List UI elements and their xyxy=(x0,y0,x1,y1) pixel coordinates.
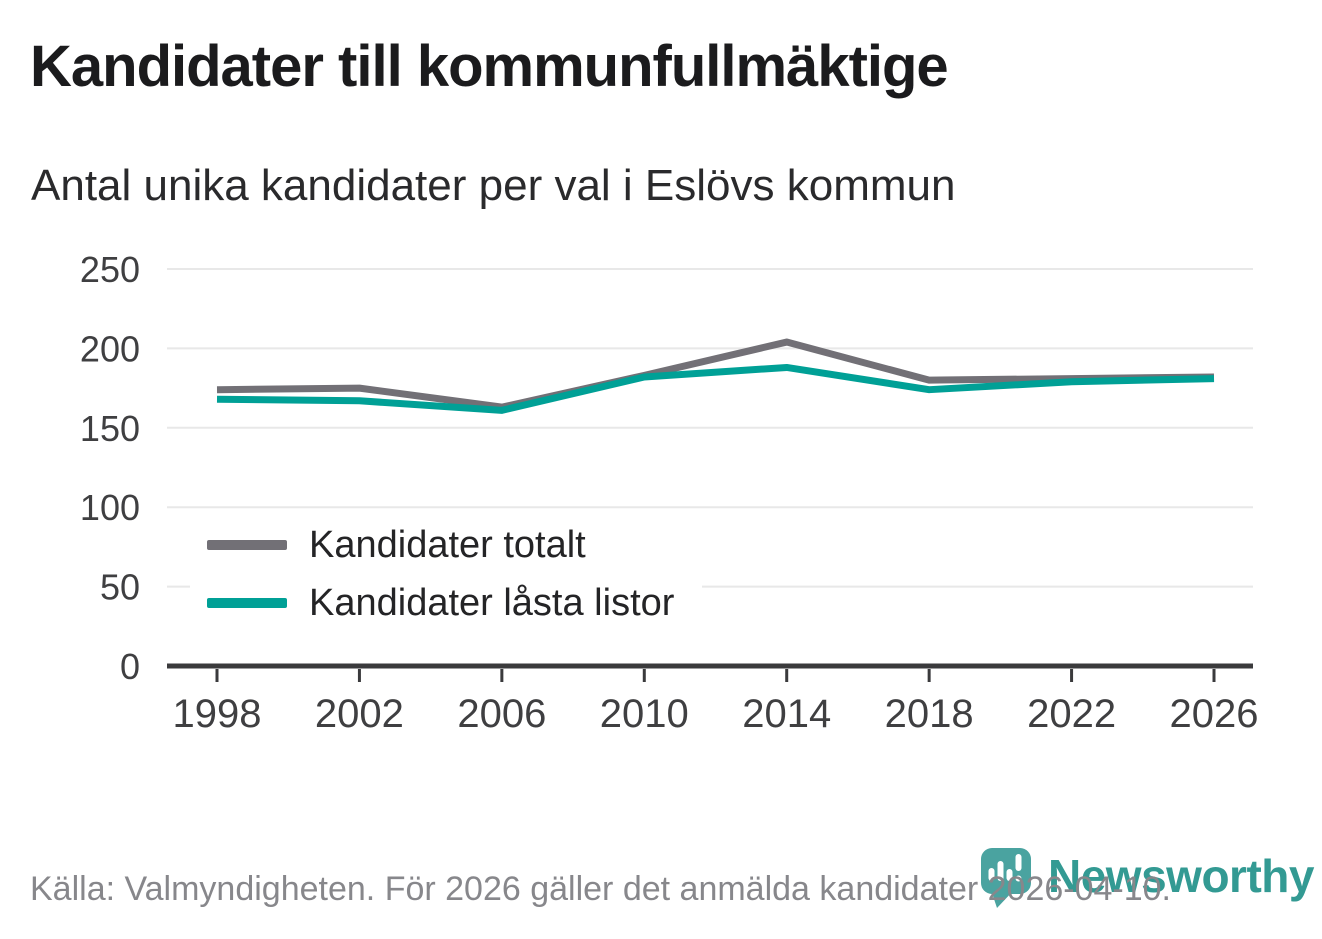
series-line-kandidater-låsta-listor xyxy=(216,363,1215,414)
legend-label-locked-lists: Kandidater låsta listor xyxy=(309,582,675,624)
x-axis-label: 2026 xyxy=(1170,692,1259,736)
legend-swatch-total xyxy=(207,540,287,550)
legend-item-total: Kandidater totalt xyxy=(207,522,674,568)
barchart-pin-icon xyxy=(981,848,1031,908)
x-axis-label: 2010 xyxy=(600,692,689,736)
x-axis-label: 2006 xyxy=(457,692,546,736)
y-axis-label: 150 xyxy=(80,408,140,449)
legend-swatch-locked-lists xyxy=(207,598,287,608)
series-line-kandidater-totalt xyxy=(216,338,1215,411)
x-axis-label: 2002 xyxy=(315,692,404,736)
y-axis-label: 250 xyxy=(80,249,140,290)
newsworthy-logo[interactable]: Newsworthy xyxy=(981,848,1314,910)
y-axis-label: 100 xyxy=(80,487,140,528)
y-axis-label: 200 xyxy=(80,328,140,369)
legend-item-locked-lists: Kandidater låsta listor xyxy=(207,580,674,626)
chart-legend: Kandidater totalt Kandidater låsta listo… xyxy=(190,514,703,642)
y-axis-label: 50 xyxy=(100,567,140,608)
x-axis-label: 2014 xyxy=(742,692,831,736)
chart-subtitle: Antal unika kandidater per val i Eslövs … xyxy=(31,161,956,210)
x-axis-label: 2022 xyxy=(1027,692,1116,736)
legend-label-total: Kandidater totalt xyxy=(309,524,586,566)
y-axis-label: 0 xyxy=(120,646,140,687)
source-note: Källa: Valmyndigheten. För 2026 gäller d… xyxy=(30,870,1171,908)
newsworthy-wordmark: Newsworthy xyxy=(1048,850,1314,902)
x-axis-label: 1998 xyxy=(173,692,262,736)
x-axis-label: 2018 xyxy=(885,692,974,736)
chart-title: Kandidater till kommunfullmäktige xyxy=(30,34,949,99)
